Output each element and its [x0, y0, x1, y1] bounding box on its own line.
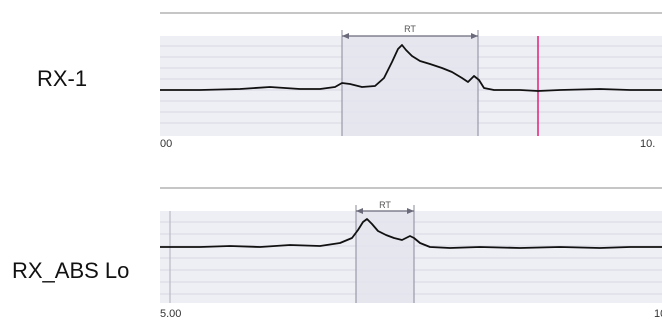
rt-bracket-left-arrow: [356, 208, 363, 214]
axis-tick-start: 00: [160, 138, 173, 150]
rt-bracket-right-arrow: [471, 33, 478, 39]
axis-tick-end: 10: [654, 308, 662, 320]
channel-panel-rx-abs-lo[interactable]: RT: [160, 187, 662, 303]
rt-window[interactable]: [356, 211, 414, 303]
rt-label: RT: [379, 200, 391, 210]
rt-bracket-left-arrow: [342, 33, 349, 39]
trace-line: [160, 218, 662, 249]
channel-label-rx-abs-lo: RX_ABS Lo: [12, 258, 130, 283]
rt-window[interactable]: [342, 36, 478, 136]
rt-label: RT: [404, 24, 416, 34]
trace-line: [160, 44, 662, 92]
axis-tick-start: 5.00: [160, 308, 182, 320]
axis-tick-end: 10.: [640, 138, 656, 150]
channel-panel-rx-1[interactable]: RT: [160, 12, 662, 136]
rt-bracket-right-arrow: [407, 208, 414, 214]
channel-label-rx-1: RX-1: [37, 66, 88, 91]
